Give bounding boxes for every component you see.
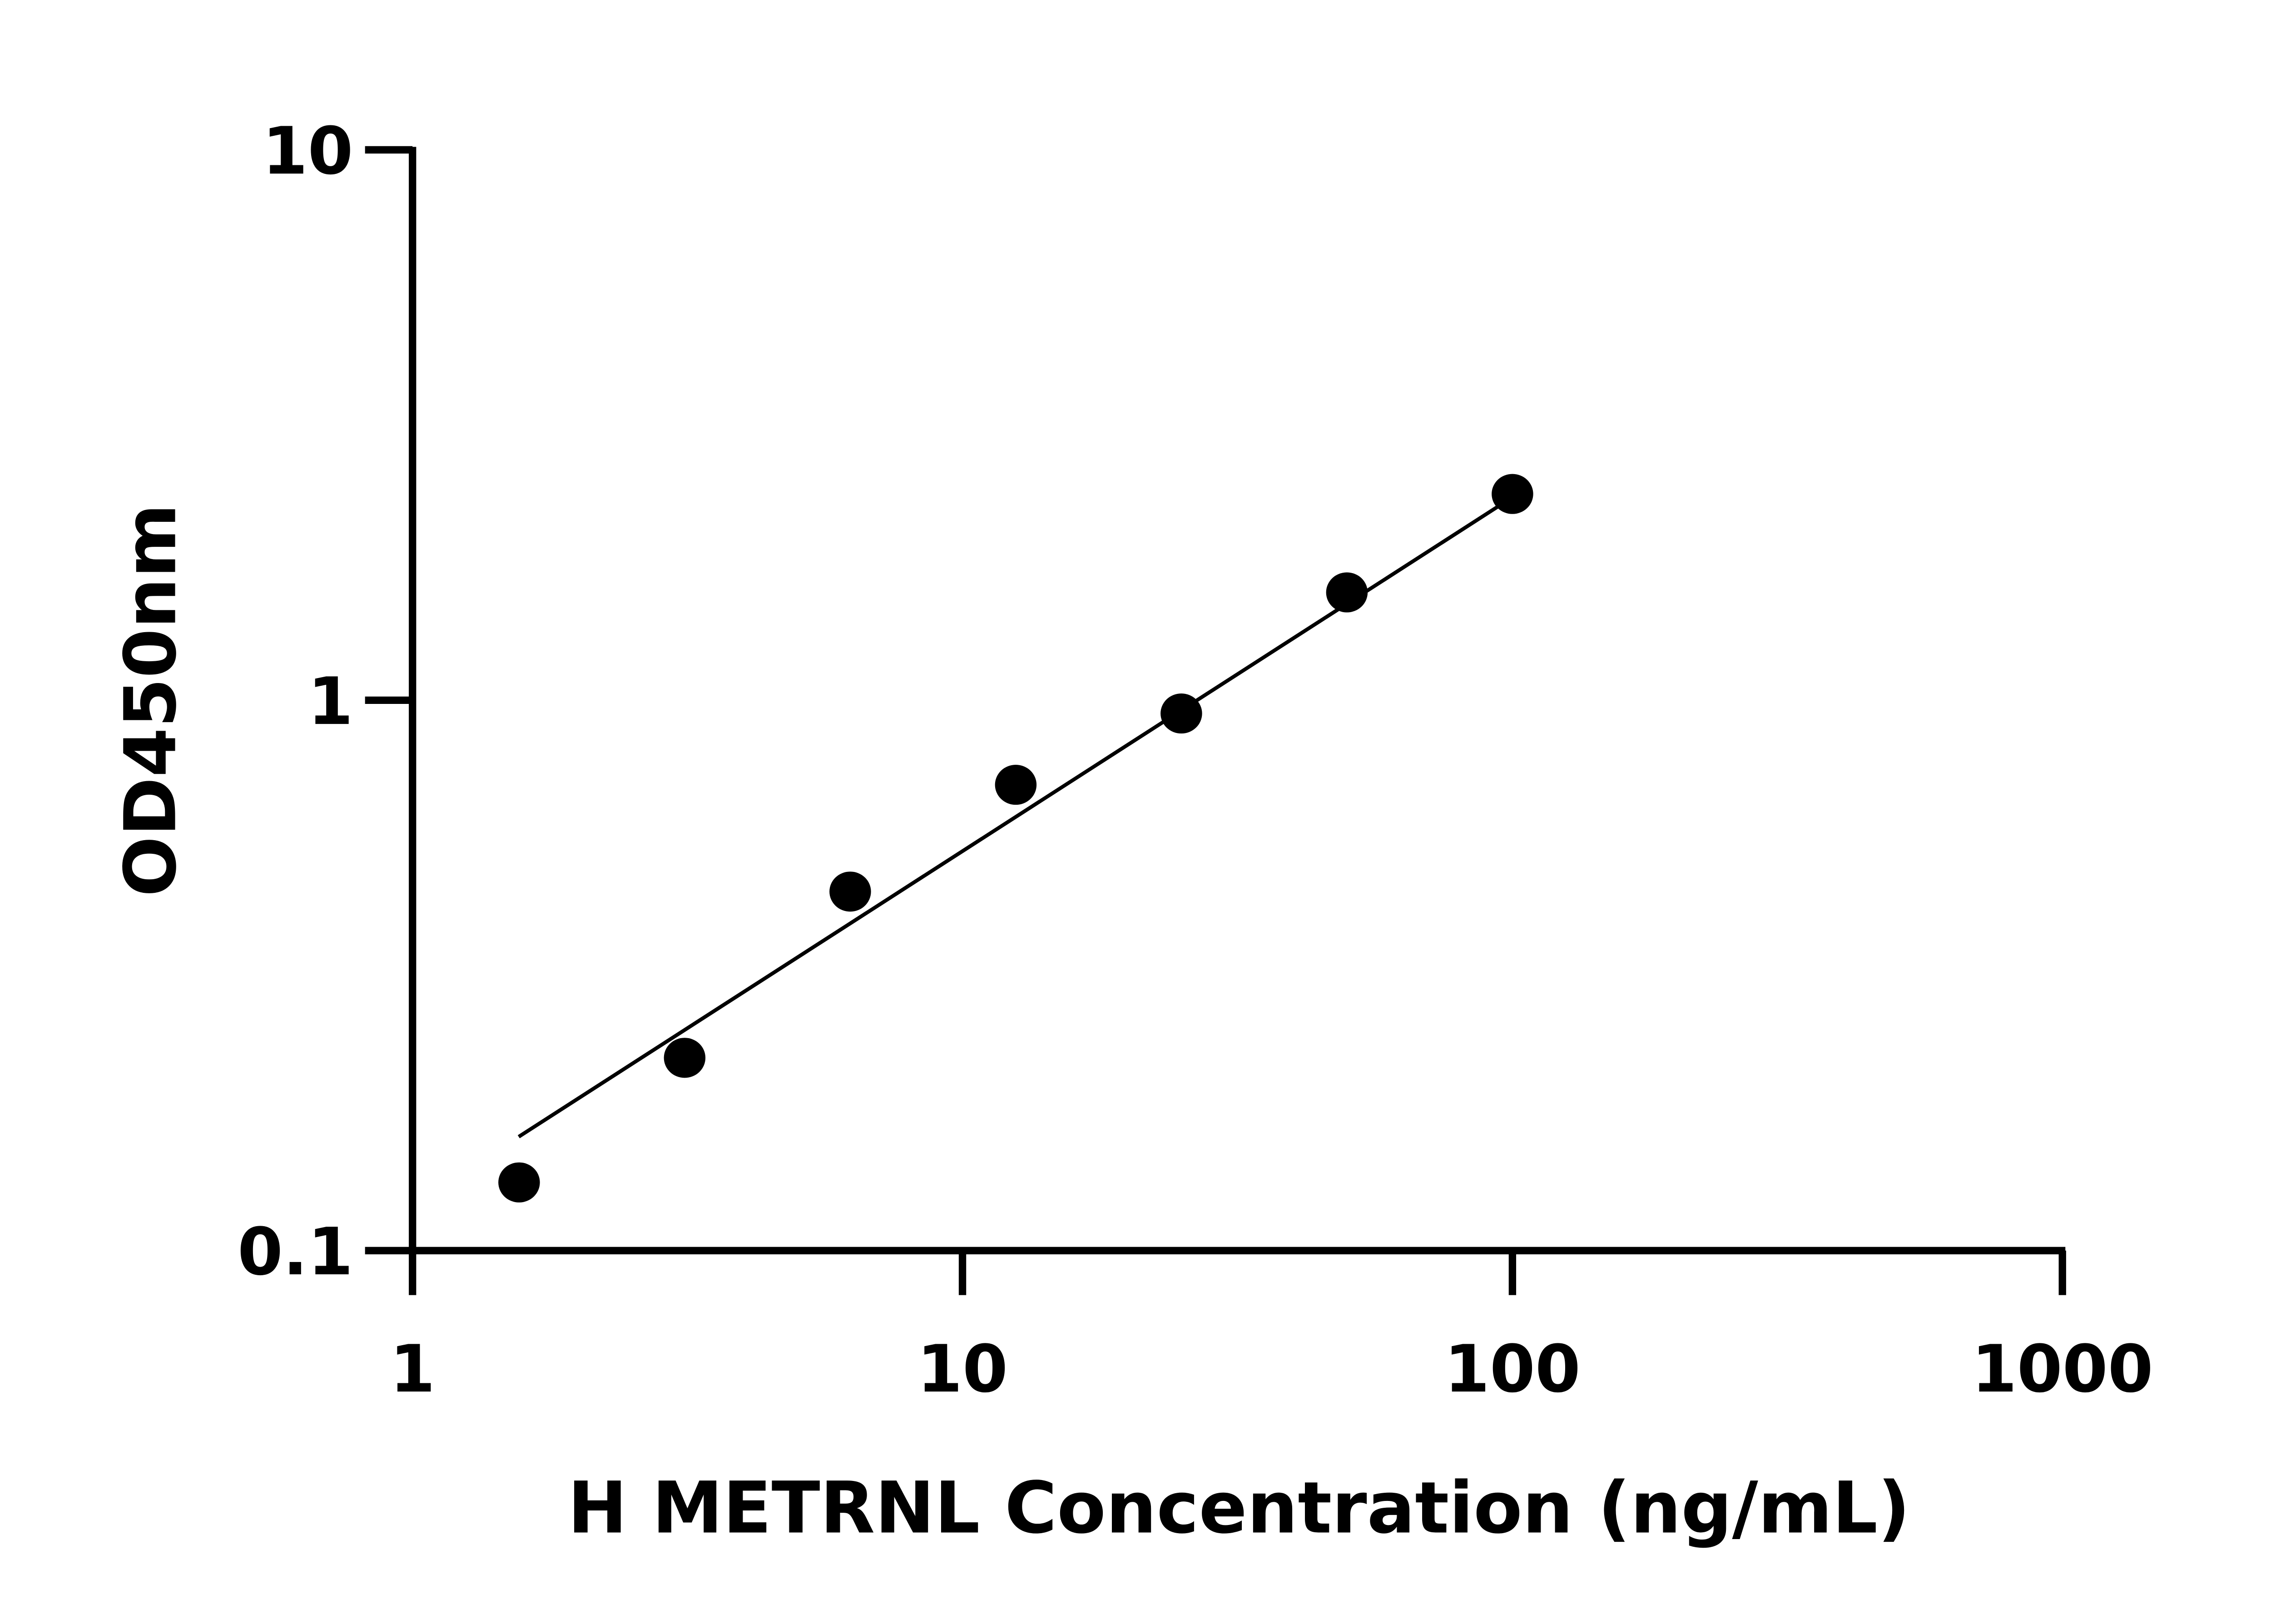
data-point [1326,572,1368,613]
y-tick-label: 10 [263,113,353,189]
data-point [664,1038,706,1078]
data-point [1492,474,1533,514]
x-tick-label: 100 [1444,1331,1581,1407]
data-point [995,764,1037,805]
x-tick-label: 1000 [1972,1331,2153,1407]
x-axis-label: H METRNL Concentration (ng/mL) [568,1466,1910,1549]
x-tick-label: 10 [917,1331,1008,1407]
data-point [829,871,871,912]
axes [409,147,2066,1254]
data-point [1160,693,1202,734]
y-tick-label: 1 [308,663,353,739]
y-axis-label: OD450nm [109,504,192,897]
x-tick-label: 1 [390,1331,435,1407]
y-tick-label: 0.1 [238,1214,353,1290]
data-point [498,1162,540,1203]
